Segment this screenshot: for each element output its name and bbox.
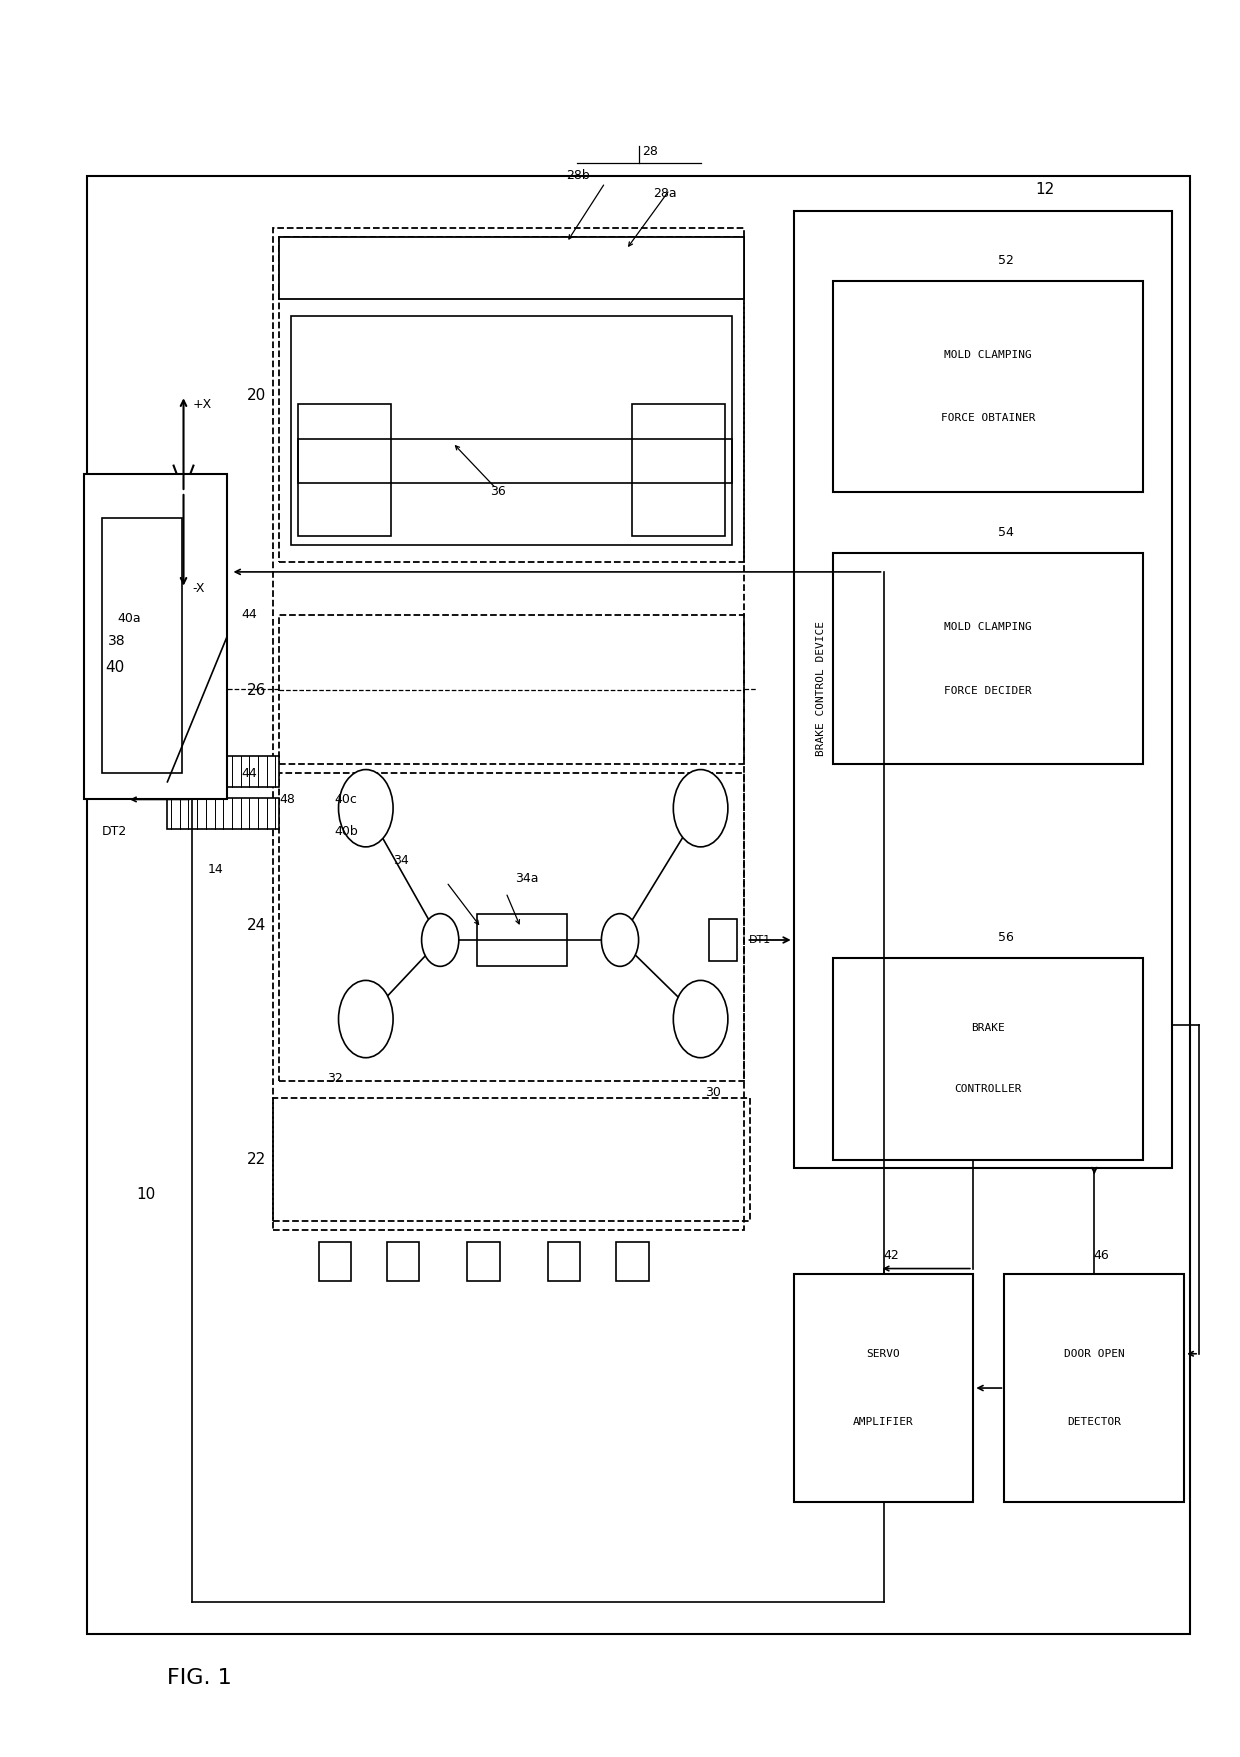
Bar — [167, 798, 279, 829]
Text: 44: 44 — [242, 608, 258, 622]
Bar — [273, 228, 744, 1230]
Text: 34: 34 — [393, 854, 409, 868]
Bar — [167, 756, 279, 787]
Text: 12: 12 — [1035, 181, 1055, 197]
Text: 52: 52 — [998, 255, 1014, 267]
Text: MOLD CLAMPING: MOLD CLAMPING — [945, 622, 1032, 633]
Bar — [279, 237, 744, 299]
Bar — [632, 404, 725, 536]
Text: DETECTOR: DETECTOR — [1068, 1418, 1121, 1427]
Bar — [273, 1098, 750, 1221]
Text: DT1: DT1 — [749, 935, 771, 945]
Text: 40a: 40a — [118, 611, 141, 625]
Bar — [279, 773, 744, 1081]
Text: 36: 36 — [490, 485, 506, 499]
Text: DT2: DT2 — [102, 824, 126, 838]
Bar — [319, 1242, 351, 1281]
Text: 20: 20 — [247, 388, 267, 402]
Text: MOLD CLAMPING: MOLD CLAMPING — [945, 350, 1032, 360]
Text: 46: 46 — [1094, 1249, 1110, 1262]
Circle shape — [339, 770, 393, 847]
Text: 28: 28 — [642, 146, 658, 158]
Text: +X: +X — [192, 397, 212, 411]
Text: 56: 56 — [998, 931, 1014, 944]
Text: 44: 44 — [242, 766, 258, 780]
Bar — [833, 553, 1143, 764]
Circle shape — [339, 980, 393, 1058]
Bar — [84, 474, 227, 799]
Bar — [794, 1274, 973, 1502]
Text: 40b: 40b — [335, 824, 358, 838]
Text: SERVO: SERVO — [867, 1349, 900, 1358]
Bar — [794, 211, 1172, 1168]
Bar — [548, 1242, 580, 1281]
Bar — [477, 914, 567, 966]
Bar — [87, 176, 1190, 1634]
Bar — [833, 958, 1143, 1160]
Circle shape — [673, 980, 728, 1058]
Bar — [102, 518, 182, 773]
Bar — [833, 281, 1143, 492]
Text: 26: 26 — [247, 683, 267, 698]
Text: 48: 48 — [279, 792, 295, 806]
Text: 42: 42 — [883, 1249, 899, 1262]
Text: 54: 54 — [998, 527, 1014, 539]
Text: 10: 10 — [136, 1188, 156, 1202]
Text: FORCE OBTAINER: FORCE OBTAINER — [941, 413, 1035, 423]
Circle shape — [673, 770, 728, 847]
Text: DOOR OPEN: DOOR OPEN — [1064, 1349, 1125, 1358]
Bar — [291, 316, 732, 545]
Text: BRAKE: BRAKE — [971, 1023, 1006, 1033]
Bar — [467, 1242, 500, 1281]
Text: CONTROLLER: CONTROLLER — [955, 1084, 1022, 1095]
Text: FIG. 1: FIG. 1 — [167, 1667, 232, 1688]
Text: 38: 38 — [108, 634, 125, 648]
Bar — [279, 615, 744, 764]
Bar — [298, 439, 732, 483]
Text: 28a: 28a — [653, 186, 677, 200]
Text: FORCE DECIDER: FORCE DECIDER — [945, 685, 1032, 696]
Text: 32: 32 — [327, 1072, 342, 1084]
Text: 40: 40 — [105, 661, 125, 675]
Text: 24: 24 — [247, 919, 267, 933]
Text: BRAKE CONTROL DEVICE: BRAKE CONTROL DEVICE — [816, 622, 826, 756]
Text: 28b: 28b — [567, 169, 590, 183]
Bar — [298, 404, 391, 536]
Text: 14: 14 — [207, 863, 223, 877]
Bar — [1004, 1274, 1184, 1502]
Circle shape — [422, 914, 459, 966]
Text: 22: 22 — [247, 1153, 267, 1167]
Bar — [387, 1242, 419, 1281]
Text: AMPLIFIER: AMPLIFIER — [853, 1418, 914, 1427]
Text: 30: 30 — [706, 1086, 720, 1098]
Circle shape — [601, 914, 639, 966]
Bar — [709, 919, 737, 961]
Bar — [279, 237, 744, 562]
Text: 40c: 40c — [335, 792, 357, 806]
Bar — [616, 1242, 649, 1281]
Text: 34a: 34a — [515, 871, 538, 886]
Text: -X: -X — [192, 582, 205, 596]
